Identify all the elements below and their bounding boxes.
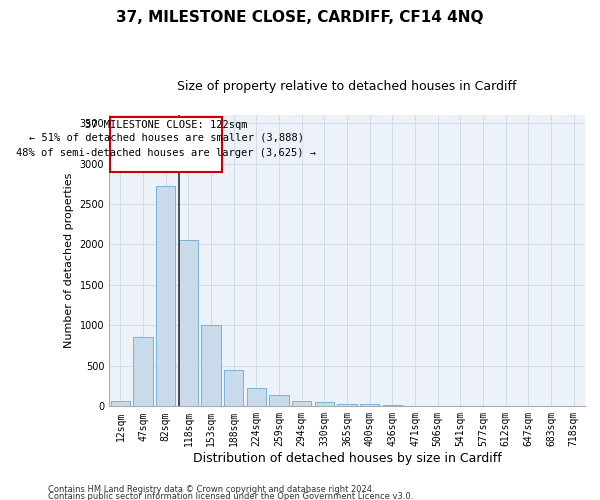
Bar xyxy=(383,404,402,406)
Text: 48% of semi-detached houses are larger (3,625) →: 48% of semi-detached houses are larger (… xyxy=(16,148,316,158)
X-axis label: Distribution of detached houses by size in Cardiff: Distribution of detached houses by size … xyxy=(193,452,502,465)
Bar xyxy=(315,402,334,406)
Bar xyxy=(111,402,130,406)
Bar xyxy=(247,388,266,406)
Title: Size of property relative to detached houses in Cardiff: Size of property relative to detached ho… xyxy=(177,80,517,93)
Bar xyxy=(224,370,244,406)
Bar xyxy=(202,324,221,406)
Bar xyxy=(337,404,356,406)
Y-axis label: Number of detached properties: Number of detached properties xyxy=(64,173,74,348)
Text: Contains HM Land Registry data © Crown copyright and database right 2024.: Contains HM Land Registry data © Crown c… xyxy=(48,486,374,494)
Text: ← 51% of detached houses are smaller (3,888): ← 51% of detached houses are smaller (3,… xyxy=(29,133,304,143)
Bar xyxy=(360,404,379,406)
Bar xyxy=(292,401,311,406)
Text: Contains public sector information licensed under the Open Government Licence v3: Contains public sector information licen… xyxy=(48,492,413,500)
Bar xyxy=(156,186,175,406)
Text: 37 MILESTONE CLOSE: 122sqm: 37 MILESTONE CLOSE: 122sqm xyxy=(85,120,248,130)
FancyBboxPatch shape xyxy=(110,116,223,172)
Text: 37, MILESTONE CLOSE, CARDIFF, CF14 4NQ: 37, MILESTONE CLOSE, CARDIFF, CF14 4NQ xyxy=(116,10,484,25)
Bar xyxy=(133,336,153,406)
Bar xyxy=(269,394,289,406)
Bar xyxy=(179,240,198,406)
